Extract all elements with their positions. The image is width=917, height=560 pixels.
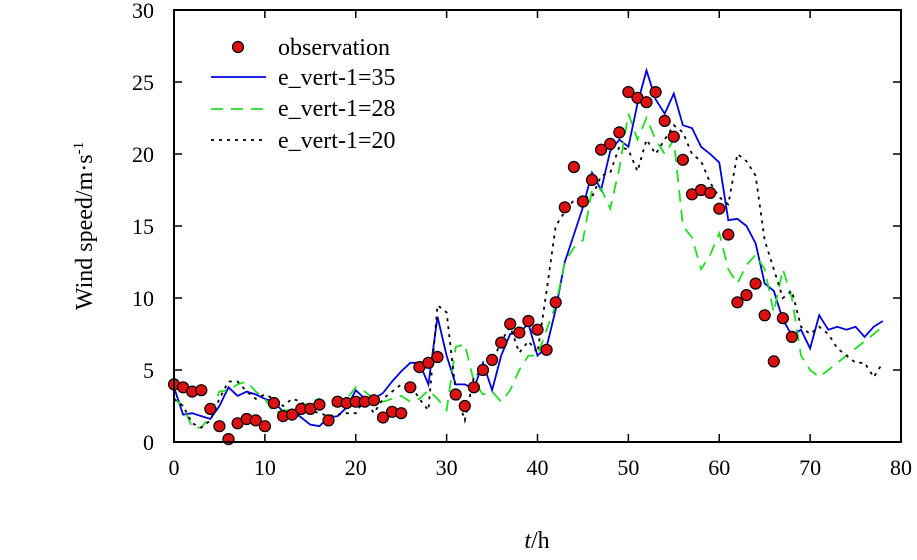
y-axis-title-superscript: -1	[71, 142, 87, 155]
observation-point	[567, 160, 581, 174]
observation-point	[258, 420, 271, 433]
observation-point	[622, 85, 635, 99]
observation-point	[458, 399, 471, 413]
observation-point	[286, 408, 299, 421]
observation-point	[204, 402, 217, 415]
legend-observation-label: observation	[278, 35, 390, 61]
x-tick-label: 20	[345, 455, 367, 480]
observation-point	[313, 398, 326, 411]
y-axis-title-main: Wind speed/m·s	[72, 154, 98, 310]
observation-point	[549, 296, 562, 309]
legend-series-3-label: e_vert-1=20	[278, 128, 396, 154]
observation-point	[213, 420, 226, 433]
y-tick-label: 10	[132, 286, 154, 311]
x-tick-label: 70	[799, 455, 821, 480]
observation-point	[758, 309, 771, 322]
observation-point	[649, 85, 662, 99]
y-axis-title: Wind speed/m·s-1	[71, 142, 98, 310]
observation-point	[249, 414, 262, 427]
observation-point	[713, 202, 726, 215]
observation-point	[540, 343, 553, 356]
observation-point	[576, 195, 590, 208]
observation-point	[776, 312, 790, 325]
y-tick-label: 20	[132, 142, 154, 167]
observation-point	[395, 407, 408, 420]
observation-point	[731, 296, 744, 309]
observation-point	[504, 317, 517, 330]
legend-series-1-label: e_vert-1=35	[278, 65, 396, 91]
observation-point	[322, 414, 335, 427]
observation-point	[658, 114, 671, 128]
observation-point	[740, 289, 753, 302]
legend: observation e_vert-1=35 e_vert-1=28 e_ve…	[211, 35, 396, 154]
observation-point	[449, 388, 462, 401]
observation-point	[613, 126, 626, 139]
x-tick-label: 0	[169, 455, 180, 480]
observation-marker-layer	[167, 85, 799, 446]
observation-point	[585, 173, 599, 186]
observation-point	[558, 201, 571, 214]
observation-point	[594, 143, 608, 156]
y-tick-label: 25	[132, 70, 154, 95]
observation-point	[404, 381, 417, 394]
observation-point	[376, 411, 390, 424]
observation-point	[522, 314, 535, 328]
x-tick-label: 50	[617, 455, 639, 480]
observation-point	[267, 397, 281, 410]
y-tick-label: 0	[143, 430, 154, 455]
observation-point	[486, 353, 499, 366]
x-axis-title: t/h	[524, 528, 549, 554]
x-axis-title-unit: /h	[531, 528, 550, 554]
observation-point	[722, 228, 735, 241]
y-tick-label: 5	[143, 358, 154, 383]
x-tick-label: 30	[436, 455, 458, 480]
legend-observation-marker	[231, 40, 245, 54]
observation-point	[604, 137, 617, 150]
y-tick-label: 15	[132, 214, 154, 239]
observation-point	[476, 363, 490, 377]
observation-point	[704, 186, 717, 199]
observation-point	[767, 355, 780, 368]
observation-point	[667, 130, 680, 143]
tick-layer: 0 10 20 30 40 50 60 70 80 0 5 10 15 20 25 30	[132, 0, 912, 480]
observation-point	[513, 326, 526, 339]
observation-point	[640, 96, 653, 109]
observation-point	[195, 384, 208, 397]
x-tick-label: 10	[254, 455, 276, 480]
x-tick-label: 80	[890, 455, 912, 480]
observation-point	[785, 330, 799, 343]
observation-point	[422, 356, 435, 369]
observation-point	[495, 336, 508, 349]
x-tick-label: 40	[527, 455, 549, 480]
series-line-2	[174, 113, 884, 429]
observation-point	[367, 394, 380, 407]
legend-series-2-label: e_vert-1=28	[278, 96, 396, 122]
observation-point	[531, 323, 544, 336]
observation-point	[467, 381, 480, 394]
y-tick-label: 30	[132, 0, 154, 23]
x-axis-title-variable: t	[524, 528, 532, 554]
observation-point	[749, 277, 762, 290]
observation-point	[676, 153, 690, 166]
x-tick-label: 60	[708, 455, 730, 480]
observation-point	[431, 350, 444, 364]
